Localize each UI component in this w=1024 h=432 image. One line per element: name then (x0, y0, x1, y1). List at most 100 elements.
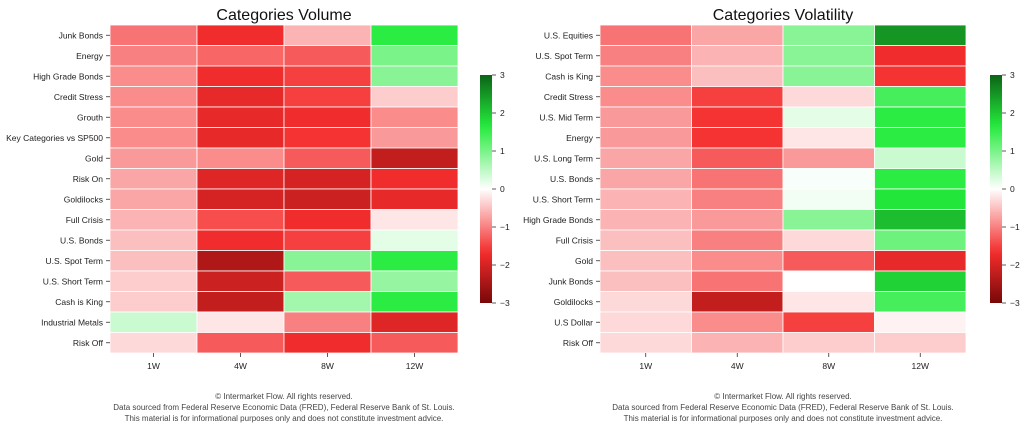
heatmap-cell (370, 250, 459, 272)
heatmap-cell (370, 45, 459, 67)
heatmap-cell (109, 168, 198, 190)
column-label: 12W (406, 361, 423, 371)
row-label: U.S. Spot Term (536, 51, 593, 61)
heatmap-cell (283, 311, 372, 333)
heatmap-cell (599, 188, 692, 210)
heatmap-cell (370, 291, 459, 313)
footer-line: © Intermarket Flow. All rights reserved. (714, 392, 852, 401)
colorbar-tick-label: −2 (1010, 260, 1020, 270)
heatmap-cell (599, 270, 692, 292)
heatmap-cell (109, 250, 198, 272)
heatmap-cell (782, 311, 875, 333)
colorbar-tick-label: 3 (500, 70, 505, 80)
footer-line: This material is for informational purpo… (125, 414, 444, 423)
heatmap-cell (874, 65, 967, 87)
heatmap-cell (196, 168, 285, 190)
row-label: U.S. Long Term (534, 153, 593, 163)
row-label: Goldilocks (554, 297, 593, 307)
row-label: Gold (575, 256, 593, 266)
row-label: Junk Bonds (549, 276, 593, 286)
heatmap-cell (599, 311, 692, 333)
heatmap-cell (874, 86, 967, 108)
heatmap-cell (874, 188, 967, 210)
column-label: 1W (639, 361, 652, 371)
heatmap-cell (599, 250, 692, 272)
heatmap-cell (283, 147, 372, 169)
heatmap-cell (109, 270, 198, 292)
row-label: Industrial Metals (41, 317, 103, 327)
heatmap-cell (691, 188, 784, 210)
colorbar-tick-label: −1 (1010, 222, 1020, 232)
row-label: Grouth (77, 112, 103, 122)
heatmap-cell (874, 311, 967, 333)
heatmap-cell (691, 86, 784, 108)
heatmap-cell (283, 65, 372, 87)
row-label: Cash is King (545, 71, 593, 81)
heatmap-cell (599, 332, 692, 354)
footer-line: Data sourced from Federal Reserve Econom… (612, 403, 953, 412)
row-label: Credit Stress (54, 92, 103, 102)
heatmap-cell (691, 127, 784, 149)
heatmap-cell (782, 45, 875, 67)
heatmap-cell (782, 147, 875, 169)
heatmap-cell (782, 250, 875, 272)
footer-line: © Intermarket Flow. All rights reserved. (215, 392, 353, 401)
heatmap-cell (691, 229, 784, 251)
heatmap-cell (874, 127, 967, 149)
colorbar-tick-label: 0 (1010, 184, 1015, 194)
heatmap-cell (691, 65, 784, 87)
heatmap-cell (874, 270, 967, 292)
row-label: Junk Bonds (59, 30, 103, 40)
row-label: Risk On (73, 174, 104, 184)
heatmap-cell (109, 127, 198, 149)
heatmap-cell (283, 291, 372, 313)
heatmap-cell (283, 127, 372, 149)
row-label: Gold (85, 153, 103, 163)
colorbar-tick-label: 1 (1010, 146, 1015, 156)
column-label: 4W (234, 361, 247, 371)
colorbar-tick-label: 0 (500, 184, 505, 194)
heatmap-cell (196, 229, 285, 251)
heatmap-cell (599, 291, 692, 313)
row-label: Energy (566, 133, 594, 143)
heatmap-cell (370, 65, 459, 87)
heatmap-cell (109, 311, 198, 333)
heatmap-cell (782, 65, 875, 87)
heatmap-cell (691, 311, 784, 333)
heatmap-cell (196, 250, 285, 272)
row-label: Credit Stress (544, 92, 593, 102)
heatmap-cell (691, 332, 784, 354)
heatmap-cell (370, 127, 459, 149)
row-label: U.S. Bonds (60, 235, 103, 245)
heatmap-cell (196, 65, 285, 87)
heatmap-cell (196, 332, 285, 354)
heatmap-cell (599, 86, 692, 108)
heatmap-cell (196, 106, 285, 128)
heatmap-cell (196, 311, 285, 333)
heatmap-cell (370, 229, 459, 251)
heatmap-cell (599, 106, 692, 128)
heatmap-cell (874, 332, 967, 354)
heatmap-cell (691, 209, 784, 231)
heatmap-cell (196, 24, 285, 46)
heatmap-cell (782, 24, 875, 46)
heatmap-cell (196, 86, 285, 108)
heatmap-cell (283, 24, 372, 46)
heatmap-panel-2: Categories Volatility U.S. Equities U.S. S… (523, 7, 1020, 423)
heatmap-cell (109, 86, 198, 108)
row-label: U.S. Short Term (533, 194, 593, 204)
heatmap-cell (283, 106, 372, 128)
heatmap-cell (196, 291, 285, 313)
heatmap-cell (599, 229, 692, 251)
heatmap-cell (691, 168, 784, 190)
heatmap-cell (782, 106, 875, 128)
footer-line: This material is for informational purpo… (624, 414, 943, 423)
row-label: Full Crisis (66, 215, 103, 225)
heatmap-cell (782, 291, 875, 313)
heatmap-cell (370, 24, 459, 46)
heatmap-cell (691, 291, 784, 313)
colorbar (990, 75, 1002, 303)
heatmap-cell (109, 24, 198, 46)
heatmap-cell (874, 250, 967, 272)
heatmap-cell (599, 168, 692, 190)
